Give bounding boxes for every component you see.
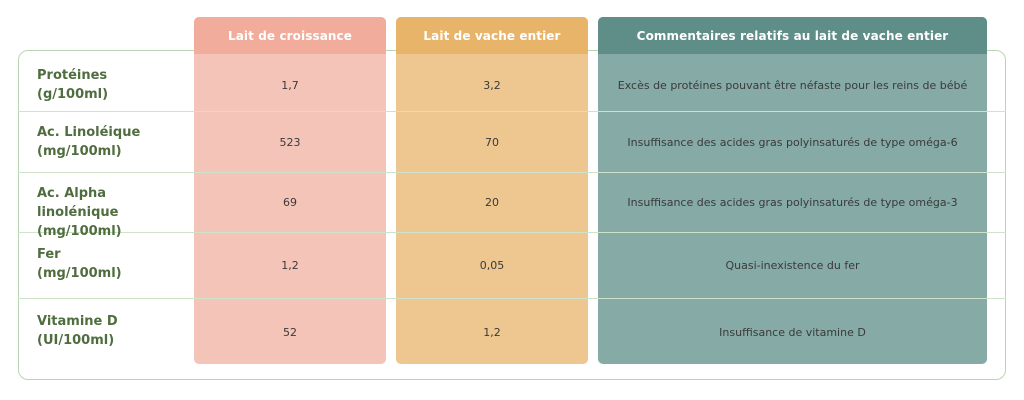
row-divider [18,298,1006,299]
row-label-unit: (mg/100ml) [37,266,122,281]
table-cell: 1,2 [483,325,501,339]
column-header-lait-vache: Lait de vache entier [396,17,588,54]
table-cell: 52 [283,325,297,339]
table-cell: 3,2 [483,79,501,92]
row-label-fer: Fer (mg/100ml) [37,245,187,283]
table-cell: 1,7 [281,79,299,92]
row-divider [18,172,1006,173]
row-label-linoleique: Ac. Linoléique (mg/100ml) [37,123,187,161]
table-cell: 1,2 [281,259,299,272]
row-label-unit: (UI/100ml) [37,333,115,348]
row-label-unit: (mg/100ml) [37,224,122,239]
row-divider [18,232,1006,233]
row-label-name: Protéines [37,68,108,83]
table-cell: 0,05 [479,259,505,272]
table-cell: Insuffisance des acides gras polyinsatur… [627,196,958,209]
row-label-alpha-linolenique: Ac. Alpha linolénique (mg/100ml) [37,184,187,241]
table-cell: Insuffisance des acides gras polyinsatur… [627,135,958,149]
column-lait-croissance: Lait de croissance [194,17,386,364]
row-label-name: Fer [37,247,61,262]
row-divider [18,111,1006,112]
row-label-name: Ac. Linoléique [37,125,141,140]
row-label-unit: (g/100ml) [37,87,109,102]
table-cell: 20 [485,196,499,209]
column-header-commentaires: Commentaires relatifs au lait de vache e… [598,17,987,54]
row-label-name: Vitamine D [37,314,118,329]
table-cell: 523 [279,135,301,149]
table-cell: 69 [283,196,297,209]
row-label-proteines: Protéines (g/100ml) [37,66,187,104]
column-header-lait-croissance: Lait de croissance [194,17,386,54]
table-cell: Insuffisance de vitamine D [719,325,866,339]
table-cell: Excès de protéines pouvant être néfaste … [617,79,968,92]
table-cell: 70 [485,135,499,149]
column-commentaires: Commentaires relatifs au lait de vache e… [598,17,987,364]
column-lait-vache: Lait de vache entier [396,17,588,364]
row-label-name: Ac. Alpha linolénique [37,186,119,220]
row-label-vitamine-d: Vitamine D (UI/100ml) [37,312,187,350]
table-cell: Quasi-inexistence du fer [725,259,860,272]
row-label-unit: (mg/100ml) [37,144,122,159]
